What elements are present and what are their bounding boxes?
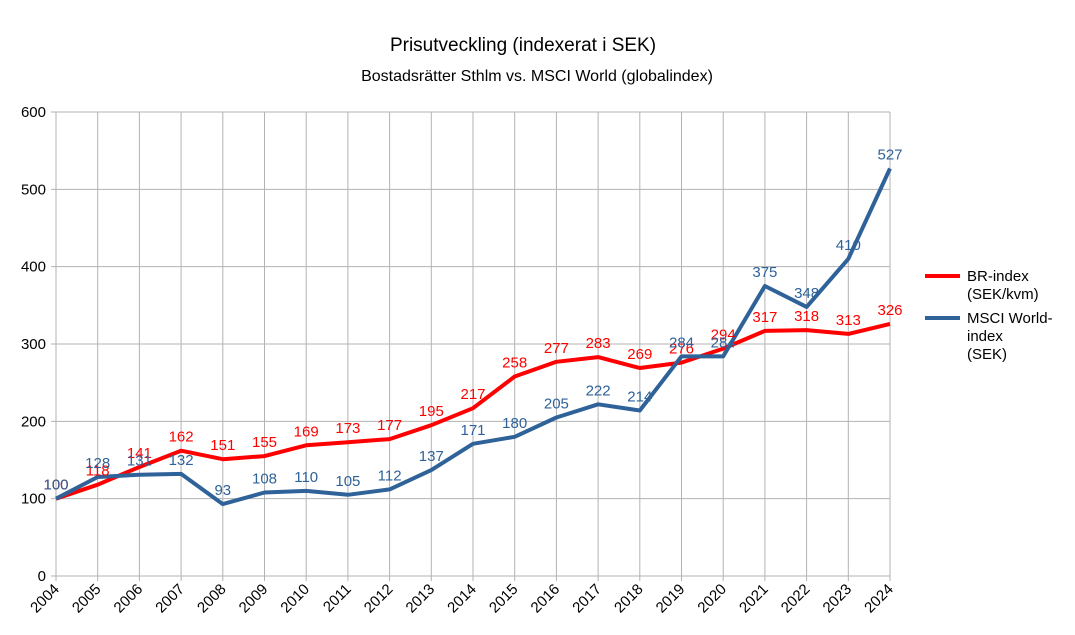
data-label: 112 <box>378 467 402 484</box>
legend-label: MSCI World- <box>967 310 1053 327</box>
data-label: 100 <box>43 477 68 494</box>
data-label: 222 <box>586 382 611 399</box>
y-tick-label: 0 <box>38 568 46 585</box>
data-label: 269 <box>627 346 652 363</box>
data-label: 177 <box>377 417 402 434</box>
y-axis-ticks: 0 100 200 300 400 500 600 <box>21 104 46 585</box>
x-tick-label: 2009 <box>236 581 272 617</box>
x-tick-label: 2012 <box>361 581 397 617</box>
legend-label: BR-index <box>967 268 1029 285</box>
data-label: 214 <box>627 389 652 406</box>
data-label: 527 <box>877 146 902 163</box>
data-label: 276 <box>669 341 694 358</box>
grid <box>51 111 891 581</box>
chart-subtitle: Bostadsrätter Sthlm vs. MSCI World (glob… <box>361 68 713 85</box>
data-label: 93 <box>214 482 231 499</box>
x-tick-label: 2022 <box>778 581 814 617</box>
y-tick-label: 500 <box>21 181 46 198</box>
data-label: 277 <box>544 340 569 357</box>
data-label: 318 <box>794 308 819 325</box>
data-label: 162 <box>169 429 194 446</box>
data-label: 205 <box>544 395 569 412</box>
x-tick-label: 2017 <box>569 581 605 617</box>
data-label: 155 <box>252 434 277 451</box>
data-label: 169 <box>294 423 319 440</box>
data-label: 375 <box>752 264 777 281</box>
legend-label: (SEK) <box>967 346 1007 363</box>
data-label: 105 <box>335 473 360 490</box>
data-label: 131 <box>127 453 152 470</box>
x-tick-label: 2007 <box>152 581 188 617</box>
data-label: 151 <box>210 437 235 454</box>
x-tick-label: 2024 <box>861 581 897 617</box>
data-label: 141 <box>127 445 152 462</box>
y-tick-label: 600 <box>21 104 46 121</box>
data-label: 410 <box>836 237 861 254</box>
x-tick-label: 2020 <box>694 581 730 617</box>
data-label: 217 <box>460 386 485 403</box>
x-tick-label: 2015 <box>486 581 522 617</box>
x-tick-label: 2005 <box>69 581 105 617</box>
chart-title: Prisutveckling (indexerat i SEK) <box>390 35 656 56</box>
x-tick-label: 2019 <box>653 581 689 617</box>
data-label: 284 <box>669 334 694 351</box>
x-tick-label: 2013 <box>403 581 439 617</box>
x-tick-label: 2006 <box>111 581 147 617</box>
y-tick-label: 300 <box>21 336 46 353</box>
data-label: 110 <box>294 469 318 486</box>
x-tick-label: 2014 <box>444 581 480 617</box>
legend-label: (SEK/kvm) <box>967 286 1039 303</box>
data-label: 108 <box>252 470 277 487</box>
x-axis-ticks: 2004 2005 2006 2007 2008 2009 2010 2011 2012 2013… <box>27 581 897 617</box>
data-label: 317 <box>752 309 777 326</box>
x-tick-label: 2023 <box>820 581 856 617</box>
data-label: 132 <box>169 452 194 469</box>
x-tick-label: 2008 <box>194 581 230 617</box>
data-label: 137 <box>419 448 444 465</box>
series-line-br-index <box>55 321 891 501</box>
data-label: 283 <box>586 335 611 352</box>
data-label: 180 <box>502 415 527 432</box>
series-line-msci-world <box>55 167 892 507</box>
y-tick-label: 100 <box>21 491 46 508</box>
legend: BR-index(SEK/kvm) MSCI World-index(SEK) <box>925 268 1053 363</box>
data-label: 100 <box>43 477 68 494</box>
data-label: 313 <box>836 312 861 329</box>
data-label: 118 <box>86 463 110 480</box>
data-label: 195 <box>419 403 444 420</box>
y-tick-label: 400 <box>21 259 46 276</box>
data-label: 294 <box>711 327 736 344</box>
data-label: 284 <box>711 334 736 351</box>
x-tick-label: 2011 <box>320 581 355 616</box>
data-label: 258 <box>502 354 527 371</box>
x-tick-label: 2021 <box>736 581 772 617</box>
data-label: 171 <box>460 422 485 439</box>
data-label: 128 <box>85 455 110 472</box>
y-tick-label: 200 <box>21 413 46 430</box>
data-label: 348 <box>794 285 819 302</box>
series-lines <box>55 167 892 507</box>
x-tick-label: 2016 <box>528 581 564 617</box>
data-label: 326 <box>877 302 902 319</box>
data-labels: 100 118 141 162 151 155 169 173 177 195 217 258 277 2… <box>43 146 902 499</box>
legend-label: index <box>967 328 1003 345</box>
x-tick-label: 2004 <box>27 581 63 617</box>
data-label: 173 <box>335 420 360 437</box>
x-tick-label: 2010 <box>277 581 313 617</box>
x-tick-label: 2018 <box>611 581 647 617</box>
